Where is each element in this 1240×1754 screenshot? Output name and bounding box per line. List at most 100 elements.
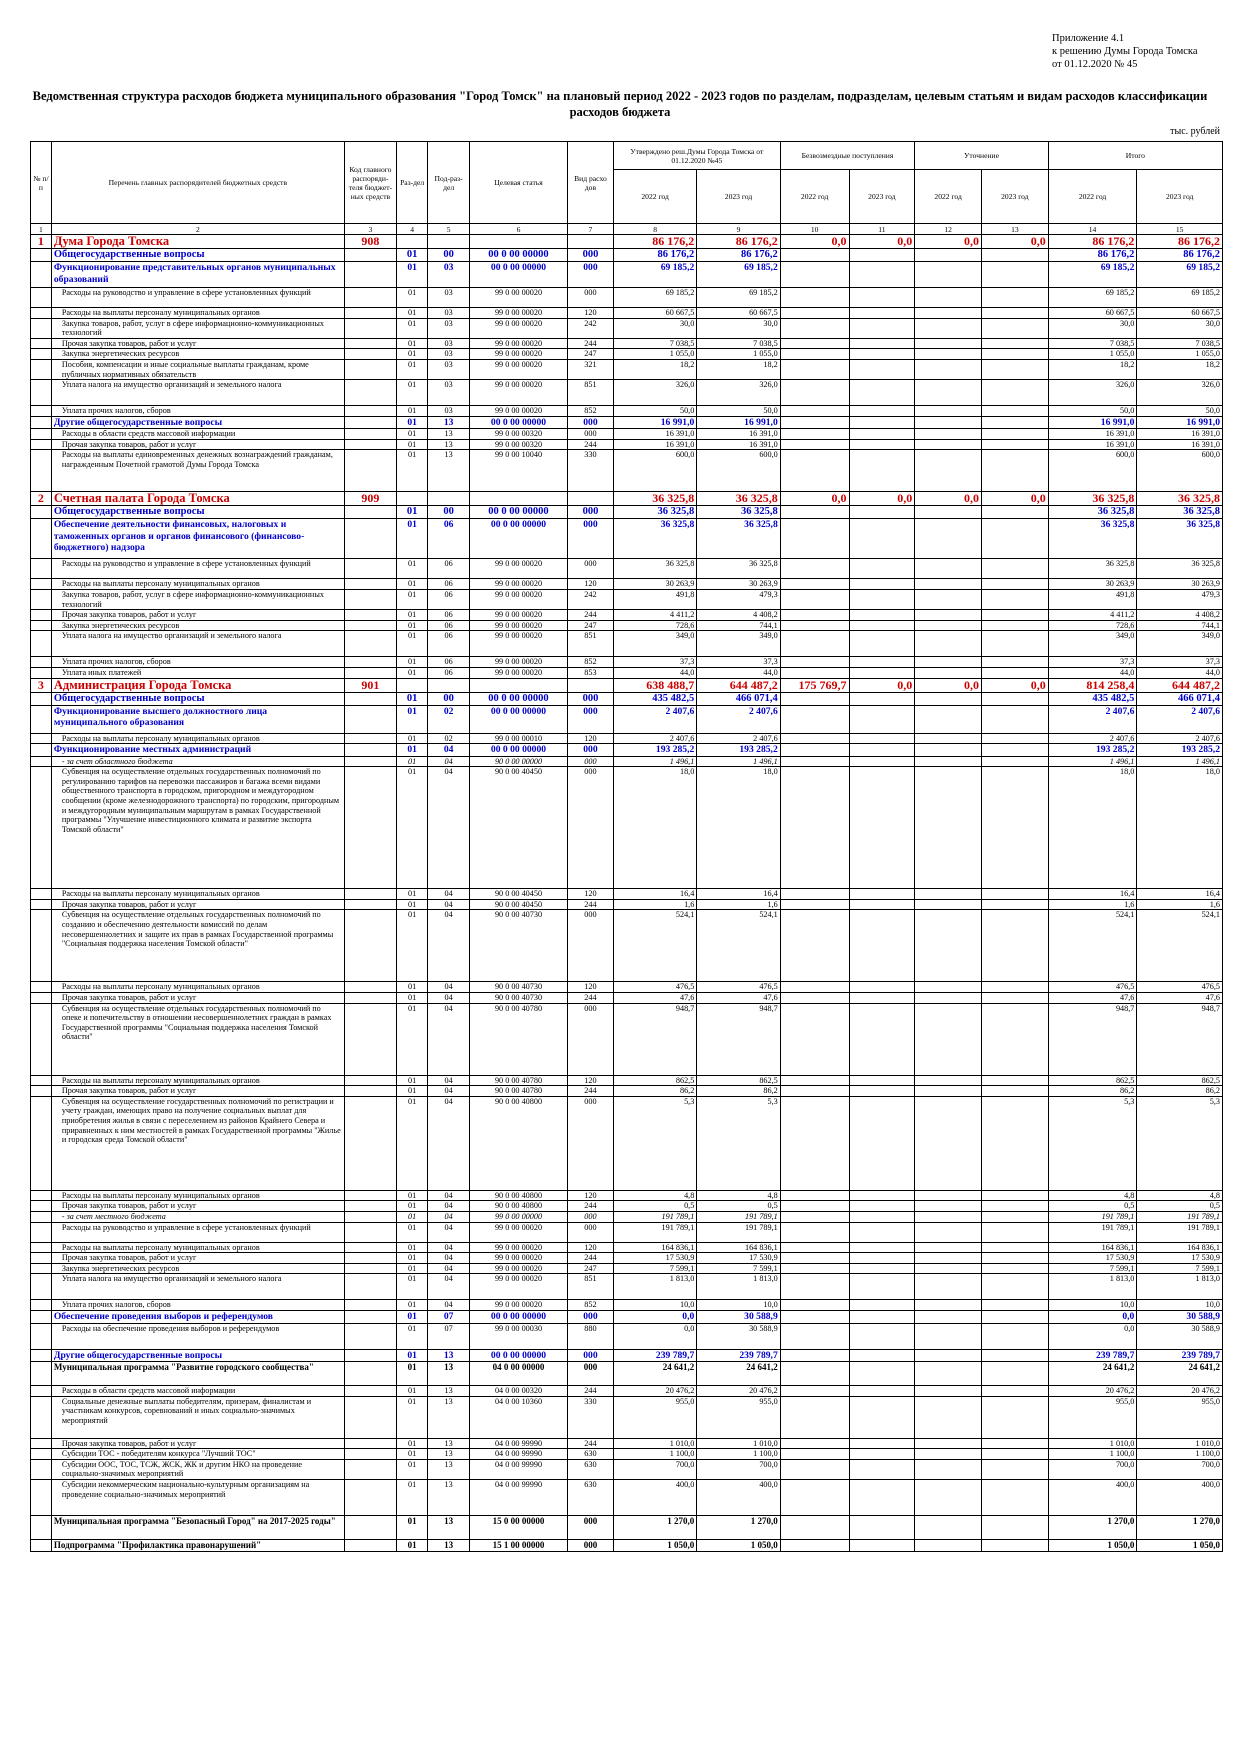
row-approved-2022: 36 325,8 (612, 518, 698, 560)
row-razdel: 01 (395, 1002, 429, 1076)
row-clarify-2023 (980, 691, 1049, 706)
row-grants-2022 (779, 505, 850, 520)
table-row: Расходы на выплаты персоналу муниципальн… (30, 1074, 1223, 1087)
row-clarify-2023 (980, 261, 1049, 288)
row-total-2022: 948,7 (1047, 1002, 1138, 1076)
row-podrazdel: 04 (427, 898, 470, 911)
row-grbs (343, 505, 398, 520)
row-grants-2023 (848, 898, 916, 911)
row-podrazdel: 04 (427, 1085, 470, 1097)
row-total-2023: 862,5 (1136, 1074, 1223, 1087)
row-grbs (343, 909, 398, 983)
row-clarify-2023 (980, 1074, 1049, 1087)
row-target: 00 0 00 00000 (468, 691, 569, 706)
row-approved-2023: 700,0 (696, 1458, 781, 1480)
row-total-2022: 17 530,9 (1047, 1252, 1138, 1264)
row-total-2022: 191 789,1 (1047, 1221, 1138, 1243)
row-target: 99 0 00 10040 (468, 449, 569, 493)
row-approved-2022: 20 476,2 (612, 1385, 698, 1397)
row-podrazdel: 00 (427, 691, 470, 706)
row-clarify-2022 (914, 630, 982, 658)
row-grants-2023 (848, 358, 916, 381)
row-expense-type: 120 (567, 981, 614, 994)
row-number (30, 732, 52, 745)
row-podrazdel: 06 (427, 619, 470, 632)
row-grbs (343, 1310, 398, 1324)
row-approved-2022: 0,0 (612, 1310, 698, 1324)
row-podrazdel: 02 (427, 704, 470, 734)
row-expense-type: 000 (567, 909, 614, 983)
row-grants-2023 (848, 732, 916, 745)
row-name: Расходы на выплаты персоналу муниципальн… (50, 1189, 345, 1202)
column-number: 3 (343, 223, 398, 235)
row-number (30, 609, 52, 621)
row-expense-type: 000 (567, 287, 614, 308)
row-razdel: 01 (395, 589, 429, 611)
row-target: 99 0 00 00020 (468, 609, 569, 621)
row-expense-type: 120 (567, 1241, 614, 1254)
row-clarify-2022 (914, 1458, 982, 1480)
row-approved-2022: 16 391,0 (612, 438, 698, 451)
row-clarify-2022 (914, 589, 982, 611)
table-row: Прочая закупка товаров, работ и услуг 01 0… (30, 992, 1223, 1004)
row-grbs (343, 287, 398, 308)
row-number (30, 578, 52, 591)
row-clarify-2022 (914, 1538, 982, 1552)
row-number (30, 307, 52, 319)
row-podrazdel: 13 (427, 1361, 470, 1386)
row-clarify-2023 (980, 449, 1049, 493)
column-number: 14 (1047, 223, 1138, 235)
row-grants-2022 (779, 589, 850, 611)
row-grants-2023 (848, 1538, 916, 1552)
row-grants-2022 (779, 1385, 850, 1397)
row-number (30, 415, 52, 430)
row-number (30, 898, 52, 911)
row-target: 99 0 00 00020 (468, 630, 569, 658)
table-row: Общегосударственные вопросы 01 00 00 0 00 0… (30, 691, 1223, 706)
row-total-2022: 5,3 (1047, 1095, 1138, 1191)
row-podrazdel: 04 (427, 992, 470, 1004)
row-razdel: 01 (395, 348, 429, 360)
row-expense-type: 851 (567, 1273, 614, 1301)
row-grants-2022 (779, 337, 850, 350)
row-grants-2023 (848, 743, 916, 757)
table-row: Расходы на выплаты персоналу муниципальн… (30, 578, 1223, 591)
column-number: 5 (427, 223, 470, 235)
row-podrazdel: 13 (427, 1478, 470, 1516)
row-clarify-2023 (980, 438, 1049, 451)
table-row: Закупка энергетических ресурсов 01 03 99 0 … (30, 348, 1223, 360)
row-grbs (343, 248, 398, 262)
row-clarify-2023 (980, 1262, 1049, 1275)
row-target: 99 0 00 00020 (468, 358, 569, 381)
row-target: 00 0 00 00000 (468, 261, 569, 288)
row-clarify-2022 (914, 1273, 982, 1301)
table-row: Прочая закупка товаров, работ и услуг 01 0… (30, 1200, 1223, 1213)
row-approved-2023: 30,0 (696, 317, 781, 339)
row-grbs (343, 1095, 398, 1191)
row-total-2023: 30 588,9 (1136, 1322, 1223, 1350)
table-row: Пособия, компенсации и иные социальные в… (30, 358, 1223, 381)
row-podrazdel: 13 (427, 415, 470, 430)
row-clarify-2022 (914, 656, 982, 668)
row-approved-2022: 4,8 (612, 1189, 698, 1202)
header-year: 2023 год (980, 169, 1049, 224)
row-approved-2023: 326,0 (696, 379, 781, 407)
row-razdel: 01 (395, 1348, 429, 1362)
row-podrazdel: 03 (427, 287, 470, 308)
row-clarify-2022 (914, 1002, 982, 1076)
row-total-2022: 20 476,2 (1047, 1385, 1138, 1397)
row-total-2023: 191 789,1 (1136, 1221, 1223, 1243)
row-approved-2023: 24 641,2 (696, 1361, 781, 1386)
table-row: Расходы на выплаты персоналу муниципальн… (30, 1189, 1223, 1202)
row-total-2022: 69 185,2 (1047, 261, 1138, 288)
row-total-2023: 1 270,0 (1136, 1514, 1223, 1540)
row-expense-type: 244 (567, 438, 614, 451)
table-row: Прочая закупка товаров, работ и услуг 01 0… (30, 337, 1223, 350)
row-razdel: 01 (395, 1538, 429, 1552)
row-total-2023: 164 836,1 (1136, 1241, 1223, 1254)
row-clarify-2023: 0,0 (980, 677, 1049, 693)
row-grbs (343, 1395, 398, 1439)
row-target: 00 0 00 00000 (468, 704, 569, 734)
row-clarify-2023 (980, 1361, 1049, 1386)
row-grants-2022 (779, 1348, 850, 1362)
